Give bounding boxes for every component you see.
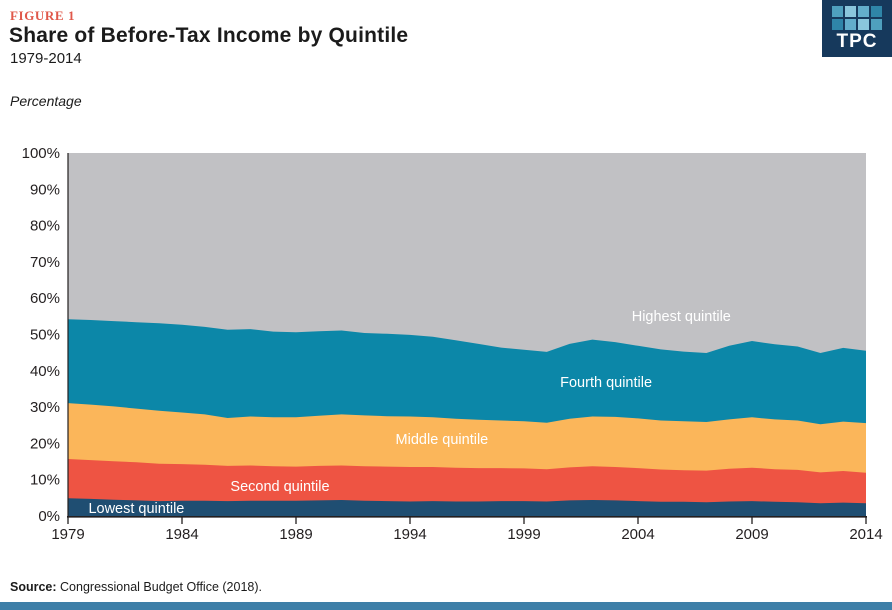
area-label-lowest-quintile: Lowest quintile	[88, 501, 184, 517]
logo-square	[871, 6, 882, 17]
logo-square	[832, 19, 843, 30]
source-note: Source: Congressional Budget Office (201…	[10, 580, 262, 594]
y-tick-label: 20%	[30, 435, 60, 452]
tpc-logo: TPC	[822, 0, 892, 57]
area-lowest-quintile	[68, 498, 866, 516]
y-tick-label: 100%	[22, 145, 60, 162]
logo-square	[871, 19, 882, 30]
x-tick-label: 1984	[165, 526, 198, 543]
area-label-highest-quintile: Highest quintile	[632, 309, 731, 325]
figure-number-label: FIGURE 1	[10, 8, 76, 23]
chart-subtitle-years: 1979-2014	[10, 50, 82, 67]
y-tick-label: 80%	[30, 218, 60, 235]
logo-square	[832, 6, 843, 17]
y-tick-label: 40%	[30, 363, 60, 380]
source-text: Congressional Budget Office (2018).	[56, 580, 262, 594]
page-title: Share of Before-Tax Income by Quintile	[9, 24, 409, 47]
y-axis-unit-label: Percentage	[10, 93, 82, 109]
x-tick-label: 1979	[51, 526, 84, 543]
x-tick-label: 2014	[849, 526, 882, 543]
source-label: Source:	[10, 580, 57, 594]
area-label-fourth-quintile: Fourth quintile	[560, 375, 652, 391]
logo-square	[845, 6, 856, 17]
x-tick-label: 1994	[393, 526, 426, 543]
x-tick-label: 2009	[735, 526, 768, 543]
area-label-middle-quintile: Middle quintile	[396, 432, 489, 448]
y-tick-label: 0%	[38, 508, 60, 525]
footer-accent-bar	[0, 602, 892, 610]
y-tick-label: 50%	[30, 327, 60, 344]
area-label-second-quintile: Second quintile	[230, 479, 329, 495]
y-tick-label: 10%	[30, 472, 60, 489]
y-tick-label: 90%	[30, 181, 60, 198]
logo-square	[858, 6, 869, 17]
tpc-logo-squares-icon	[832, 6, 882, 30]
y-tick-label: 70%	[30, 254, 60, 271]
tpc-logo-text: TPC	[836, 31, 878, 52]
x-tick-label: 2004	[621, 526, 654, 543]
x-tick-label: 1999	[507, 526, 540, 543]
y-tick-label: 30%	[30, 399, 60, 416]
x-tick-label: 1989	[279, 526, 312, 543]
y-tick-label: 60%	[30, 290, 60, 307]
logo-square	[858, 19, 869, 30]
logo-square	[845, 19, 856, 30]
